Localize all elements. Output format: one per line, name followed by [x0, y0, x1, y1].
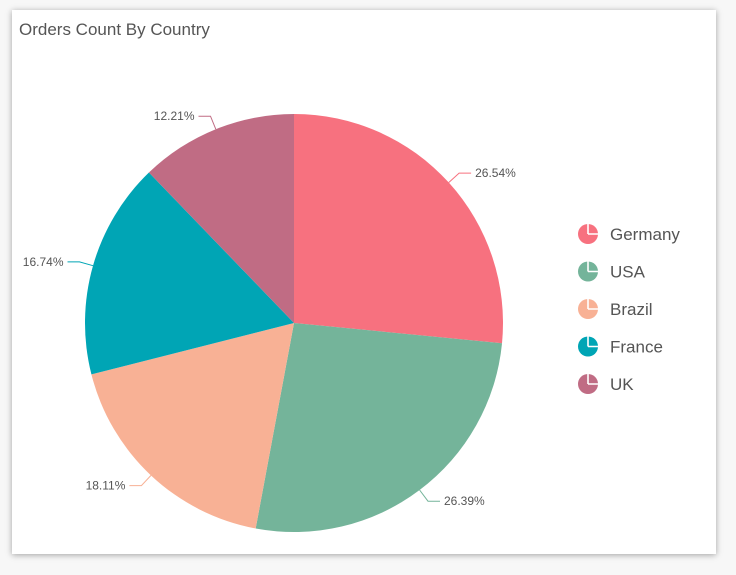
chart-title: Orders Count By Country: [19, 20, 210, 39]
data-label-brazil: 18.11%: [86, 479, 126, 493]
label-connector-germany: [448, 172, 472, 183]
pie-slice-uk[interactable]: [148, 114, 294, 323]
pie-slice-usa[interactable]: [255, 323, 503, 533]
pie-legend-icon-mark: [587, 299, 598, 310]
pie-chart: 26.54% 26.39% 18.11% 16.74% 12.21% Germany USA…: [23, 109, 680, 533]
data-label-germany: 26.54%: [475, 166, 516, 180]
legend-label: Brazil: [610, 300, 653, 319]
pie-slice-brazil[interactable]: [91, 323, 294, 529]
pie-legend-icon-mark: [587, 261, 598, 273]
legend-label: France: [610, 338, 663, 357]
data-label-uk: 12.21%: [154, 109, 195, 123]
chart-card: Orders Count By Country 26.54% 26.39% 18.1…: [12, 10, 716, 554]
data-label-france: 16.74%: [23, 255, 64, 269]
label-connector-france: [67, 261, 94, 267]
legend-item-germany[interactable]: Germany: [578, 224, 680, 244]
label-connector-usa: [419, 489, 440, 502]
data-label-usa: 26.39%: [444, 494, 485, 508]
legend-item-usa[interactable]: USA: [578, 261, 646, 282]
label-connector-brazil: [129, 475, 152, 487]
pie-legend-icon-mark: [587, 374, 598, 385]
label-connector-uk: [198, 115, 217, 130]
legend-label: USA: [610, 263, 646, 282]
legend-label: Germany: [610, 225, 680, 244]
pie-legend-icon-mark: [587, 224, 598, 235]
pie-legend-icon-mark: [587, 336, 598, 348]
legend-item-uk[interactable]: UK: [578, 374, 634, 394]
legend-item-france[interactable]: France: [578, 336, 663, 357]
pie-slice-france[interactable]: [84, 172, 295, 375]
pie-slice-germany[interactable]: [294, 114, 504, 344]
legend-label: UK: [610, 375, 634, 394]
legend-item-brazil[interactable]: Brazil: [578, 299, 653, 319]
